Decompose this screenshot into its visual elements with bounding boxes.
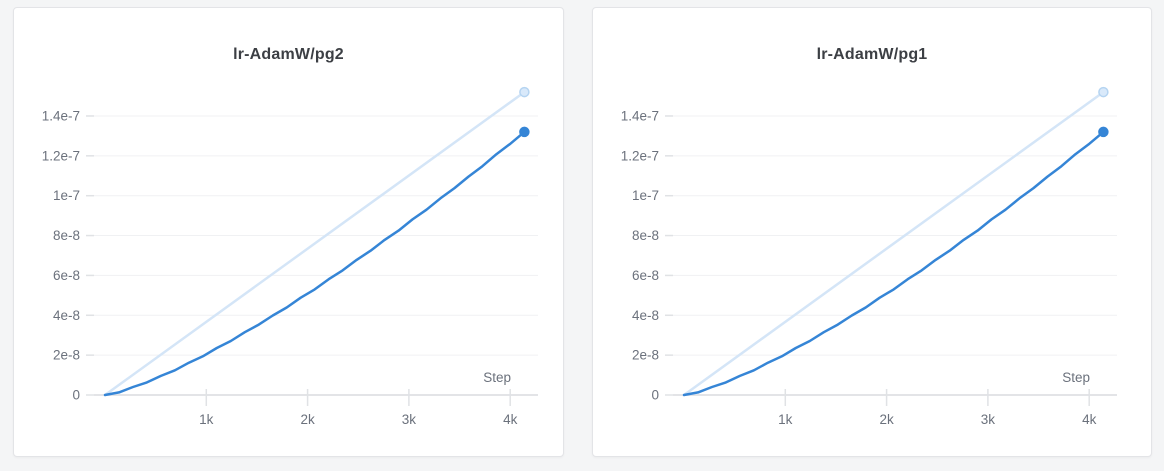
y-tick-label: 1e-7 — [632, 188, 659, 203]
chart-title: lr-AdamW/pg2 — [233, 46, 344, 63]
y-tick-label: 1.2e-7 — [621, 148, 659, 163]
chart-panel-lr-adamw-pg1[interactable]: lr-AdamW/pg1 0 2e-8 4e-8 6e-8 8e-8 1e-7 1.2e-7… — [592, 7, 1152, 457]
x-tick-label: 1k — [199, 412, 214, 427]
chart-title: lr-AdamW/pg1 — [816, 46, 928, 63]
y-tick-label: 8e-8 — [53, 228, 80, 243]
x-tick-label: 2k — [300, 412, 315, 427]
x-axis-title: Step — [483, 370, 511, 385]
end-point-marker-dark-line[interactable] — [1098, 126, 1109, 138]
y-tick-label: 1e-7 — [53, 188, 80, 203]
end-point-marker-light-line[interactable] — [1098, 86, 1109, 98]
x-axis-title: Step — [1062, 370, 1090, 385]
x-tick-label: 4k — [1082, 412, 1097, 427]
end-point-marker-dark-line[interactable] — [519, 126, 530, 138]
y-tick-label: 1.2e-7 — [42, 148, 80, 163]
series-line-dark-line[interactable] — [682, 130, 1105, 397]
y-tick-label: 1.4e-7 — [42, 108, 80, 123]
line-chart[interactable]: 0 2e-8 4e-8 6e-8 8e-8 1e-7 1.2e-7 1.4e-7 1k 2k 3k 4… — [14, 8, 563, 456]
series-line-light-line[interactable] — [682, 90, 1105, 397]
y-tick-label: 1.4e-7 — [621, 108, 659, 123]
y-tick-label: 4e-8 — [632, 308, 659, 323]
line-chart[interactable]: 0 2e-8 4e-8 6e-8 8e-8 1e-7 1.2e-7 1.4e-7 1k 2k 3k 4… — [593, 8, 1151, 456]
x-tick-label: 2k — [879, 412, 894, 427]
y-tick-label: 0 — [72, 388, 80, 403]
y-tick-label: 6e-8 — [53, 268, 80, 283]
series-line-light-line[interactable] — [103, 90, 526, 397]
x-tick-label: 4k — [503, 412, 518, 427]
y-tick-label: 4e-8 — [53, 308, 80, 323]
x-tick-label: 3k — [981, 412, 996, 427]
y-tick-label: 6e-8 — [632, 268, 659, 283]
y-tick-label: 0 — [651, 388, 659, 403]
x-tick-label: 3k — [402, 412, 417, 427]
y-tick-label: 8e-8 — [632, 228, 659, 243]
y-tick-label: 2e-8 — [632, 348, 659, 363]
end-point-marker-light-line[interactable] — [519, 86, 530, 98]
chart-panel-lr-adamw-pg2[interactable]: lr-AdamW/pg2 0 2e-8 4e-8 6e-8 8e-8 1e-7 1.2e-7… — [13, 7, 564, 457]
series-line-dark-line[interactable] — [103, 130, 526, 397]
y-tick-label: 2e-8 — [53, 348, 80, 363]
x-tick-label: 1k — [778, 412, 793, 427]
